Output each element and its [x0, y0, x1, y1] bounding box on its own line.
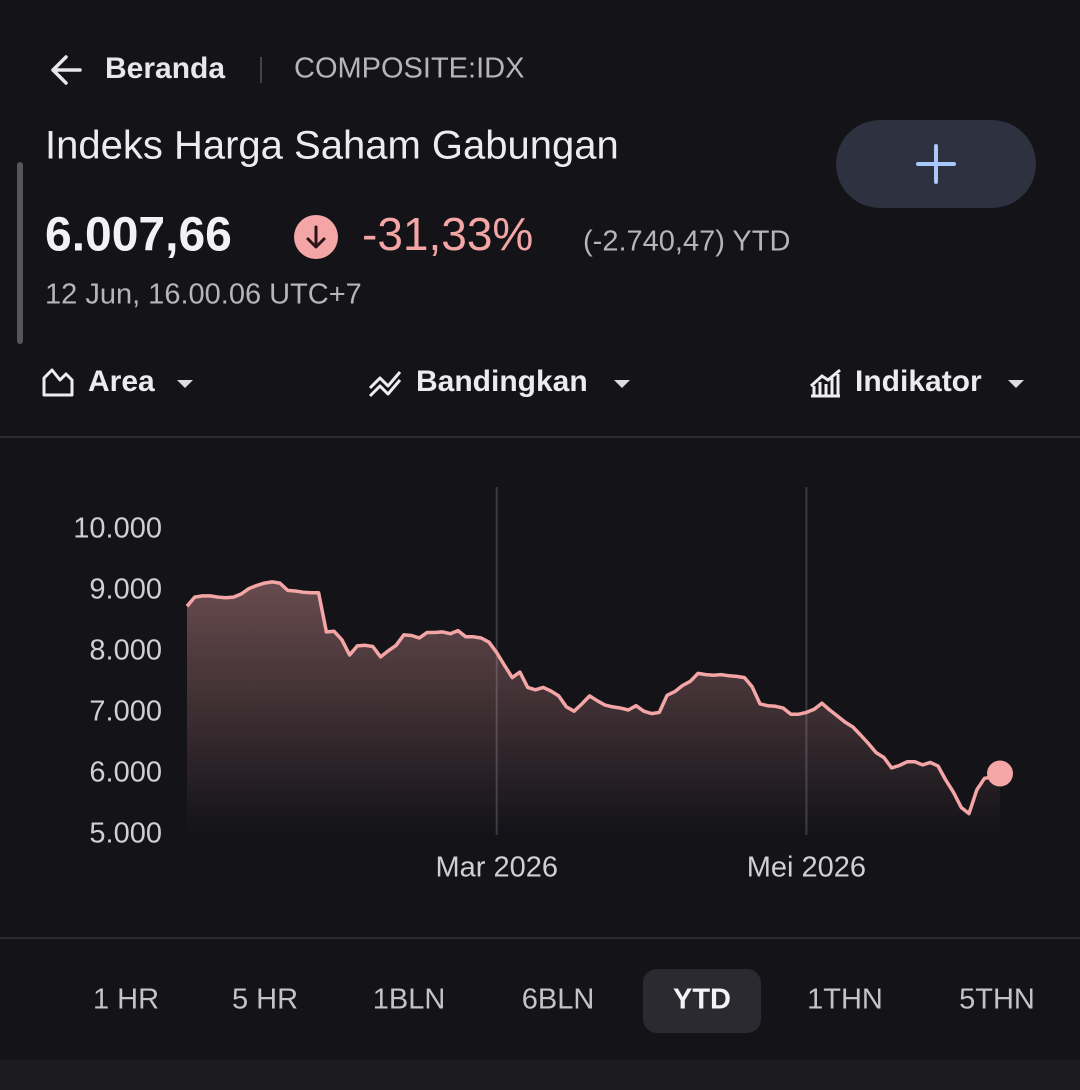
y-tick-label: 8.000	[89, 635, 162, 667]
range-tab[interactable]: 6BLN	[522, 984, 595, 1016]
price: 6.007,66	[45, 209, 232, 262]
chart-type-menu[interactable]: Area	[42, 365, 193, 398]
range-tabs: 1 HR 5 HR 1BLN 6BLN YTD 1THN 5THN	[93, 984, 1035, 1016]
menu-label: Indikator	[855, 365, 982, 398]
back-label: Beranda	[105, 52, 225, 85]
dropdown-caret	[1008, 380, 1024, 388]
range-tab[interactable]: YTD	[673, 984, 731, 1016]
change-abs: (-2.740,47) YTD	[583, 226, 790, 258]
x-tick-label: Mei 2026	[747, 852, 866, 884]
indicator-icon	[809, 368, 841, 398]
price-line	[185, 580, 1001, 816]
back-button[interactable]: Beranda	[51, 52, 225, 85]
down-arrow	[306, 225, 326, 249]
range-tab[interactable]: 5THN	[959, 984, 1035, 1016]
bottom-bar	[0, 1060, 1080, 1090]
last-point	[987, 760, 1013, 787]
menu-label: Bandingkan	[416, 365, 588, 398]
symbol: COMPOSITE:IDX	[294, 53, 524, 85]
y-tick-label: 5.000	[89, 818, 162, 850]
y-tick-label: 10.000	[73, 513, 162, 545]
title: Indeks Harga Saham Gabungan	[45, 124, 619, 168]
indicator-menu[interactable]: Indikator	[809, 365, 1024, 398]
dropdown-caret	[177, 380, 193, 388]
add-button[interactable]	[836, 120, 1036, 208]
selected-tab-bg	[643, 969, 761, 1033]
chart: 5.000 6.000 7.000 8.000 9.000 10.000 Mar 2026 M…	[73, 487, 1013, 884]
area-icon	[42, 368, 74, 397]
change-percent: -31,33%	[362, 208, 533, 260]
compare-icon	[368, 371, 402, 398]
dropdown-caret	[614, 380, 630, 388]
timestamp: 12 Jun, 16.00.06 UTC+7	[45, 279, 362, 311]
range-tab[interactable]: 1 HR	[93, 984, 159, 1016]
menu-label: Area	[88, 365, 155, 398]
y-tick-label: 7.000	[89, 696, 162, 728]
y-tick-label: 9.000	[89, 574, 162, 606]
range-tab[interactable]: 1THN	[807, 984, 883, 1016]
y-tick-label: 6.000	[89, 757, 162, 789]
range-tab[interactable]: 5 HR	[232, 984, 298, 1016]
range-tab[interactable]: 1BLN	[373, 984, 446, 1016]
scrollbar	[17, 162, 23, 344]
x-tick-label: Mar 2026	[435, 852, 558, 884]
plus-icon	[916, 144, 956, 184]
back-arrow	[51, 55, 82, 85]
compare-menu[interactable]: Bandingkan	[368, 365, 630, 398]
area-fill	[187, 581, 1000, 835]
